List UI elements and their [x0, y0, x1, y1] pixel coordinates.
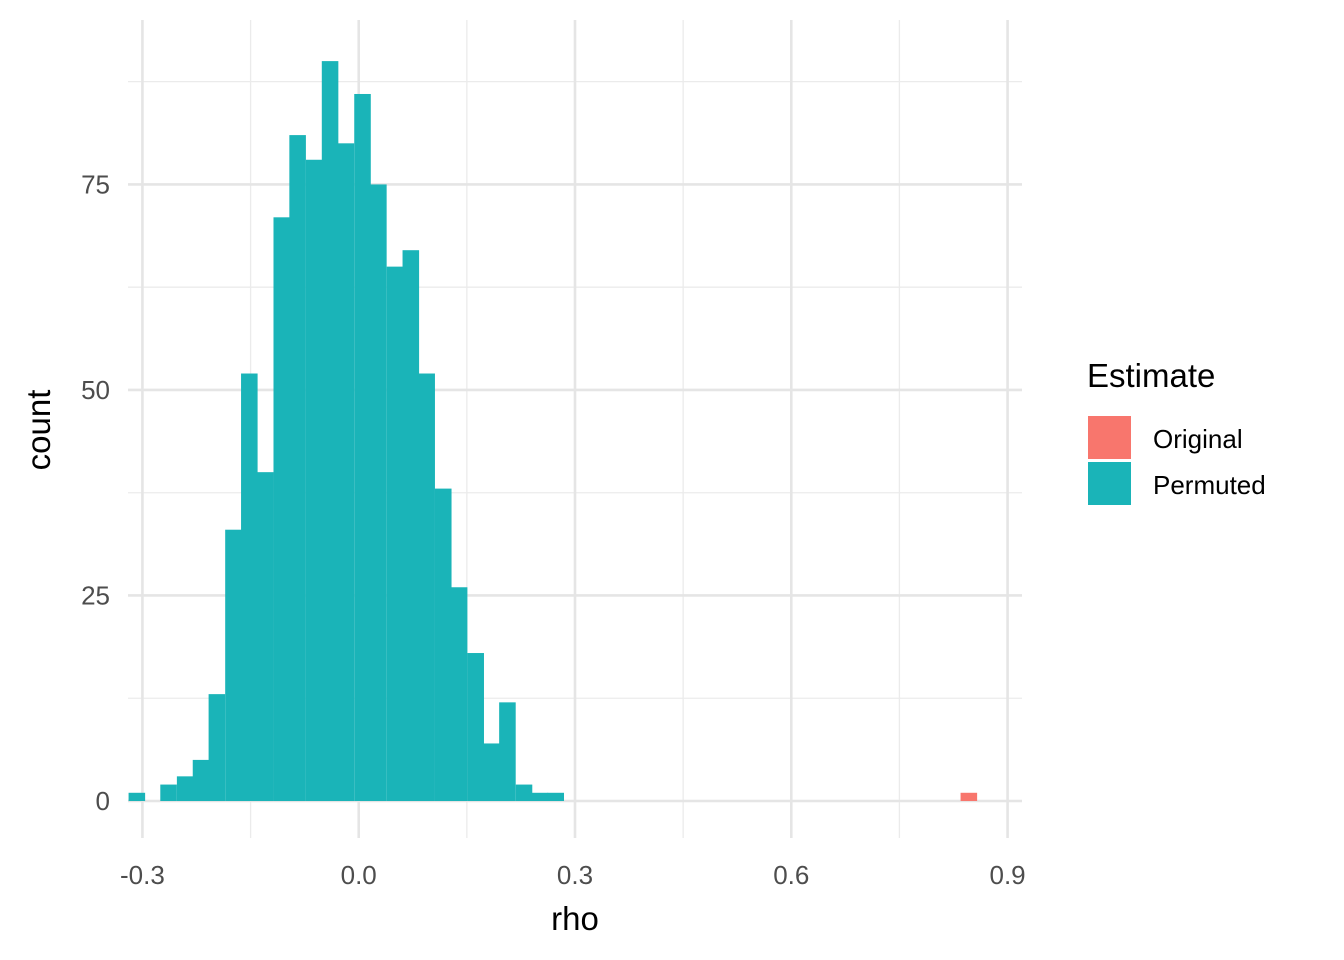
bar-permuted [467, 653, 484, 802]
x-axis-tick-labels: -0.3 0.0 0.3 0.6 0.9 [120, 860, 1026, 890]
y-axis-tick-labels: 0 25 50 75 [81, 169, 110, 816]
legend-label-permuted: Permuted [1153, 470, 1266, 500]
bar-permuted [547, 792, 565, 802]
x-tick-label: -0.3 [120, 860, 165, 890]
bar-permuted [256, 472, 274, 802]
histogram-bars [128, 61, 978, 802]
y-tick-label: 25 [81, 580, 110, 610]
x-tick-label: 0.6 [773, 860, 809, 890]
y-tick-label: 75 [81, 169, 110, 199]
bar-permuted [418, 373, 435, 802]
legend-key-permuted [1088, 462, 1131, 505]
bar-permuted [386, 266, 404, 802]
x-tick-label: 0.3 [557, 860, 593, 890]
legend-label-original: Original [1153, 424, 1243, 454]
bar-permuted [370, 184, 387, 802]
bar-original [960, 792, 978, 802]
legend-entries: Original Permuted [1088, 416, 1266, 505]
x-axis-title: rho [551, 900, 599, 937]
y-tick-label: 50 [81, 375, 110, 405]
bar-permuted [483, 743, 500, 802]
bar-permuted [176, 776, 194, 802]
bar-permuted [192, 759, 210, 802]
bar-permuted [289, 135, 306, 802]
bar-permuted [515, 784, 533, 802]
bar-permuted [128, 792, 146, 802]
bar-permuted [321, 61, 339, 802]
y-tick-label: 0 [96, 786, 110, 816]
bar-permuted [241, 373, 258, 802]
bar-permuted [402, 250, 420, 802]
legend-title: Estimate [1087, 357, 1215, 394]
bar-permuted [450, 587, 468, 802]
bar-permuted [499, 702, 516, 802]
bar-permuted [434, 488, 452, 802]
x-tick-label: 0.9 [990, 860, 1026, 890]
bar-permuted [225, 529, 242, 802]
x-tick-label: 0.0 [341, 860, 377, 890]
bar-permuted [354, 93, 371, 802]
bar-permuted [305, 159, 323, 802]
legend: Estimate Original Permuted [1087, 357, 1266, 505]
bar-permuted [531, 792, 549, 802]
bar-permuted [337, 143, 355, 802]
bar-permuted [208, 694, 226, 802]
legend-key-original [1088, 416, 1131, 459]
bar-permuted [273, 217, 291, 802]
y-axis-title: count [20, 390, 57, 471]
bar-permuted [160, 784, 177, 802]
